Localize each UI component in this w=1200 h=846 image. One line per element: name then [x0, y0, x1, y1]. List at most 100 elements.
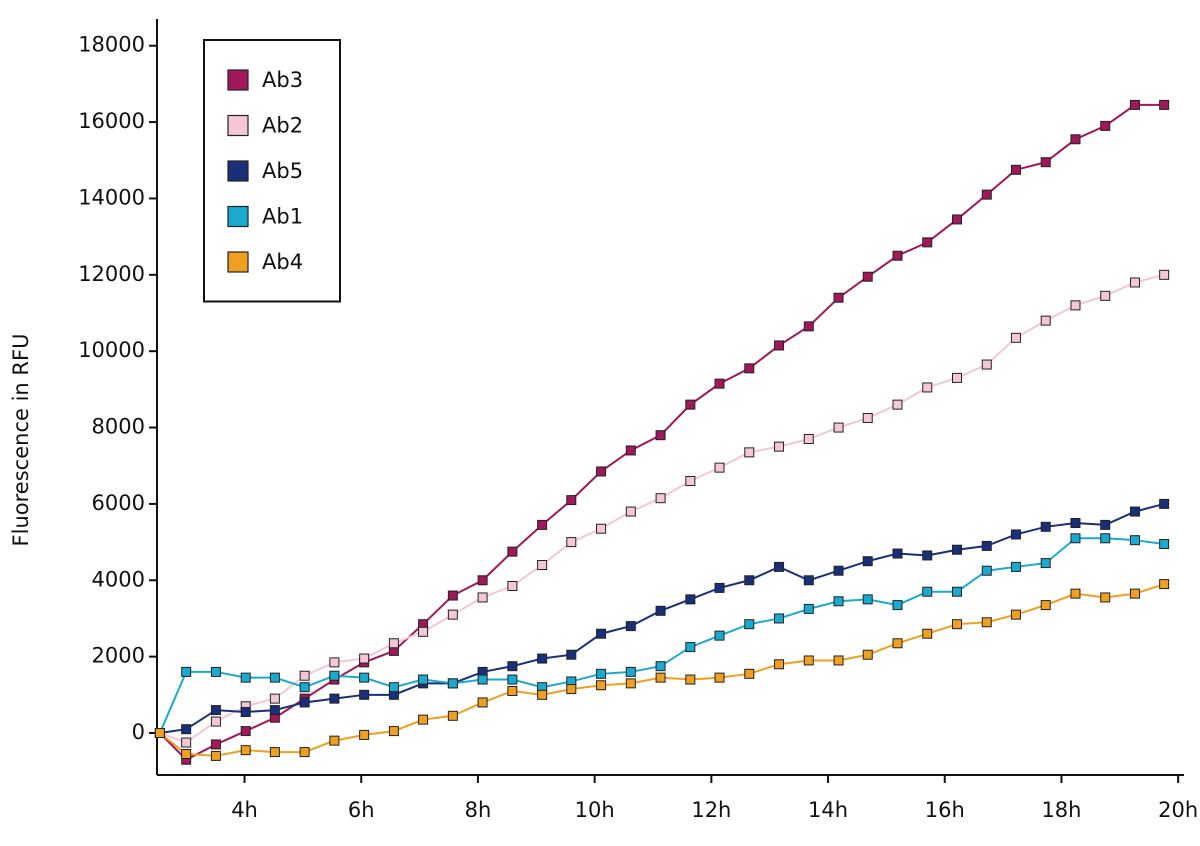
- x-tick-label: 4h: [231, 798, 258, 822]
- data-point: [240, 672, 251, 683]
- data-point: [181, 749, 192, 759]
- data-point: [625, 621, 636, 632]
- data-point: [774, 613, 785, 624]
- data-point: [537, 560, 548, 570]
- data-point: [685, 642, 696, 653]
- data-point: [240, 707, 251, 717]
- data-point: [210, 739, 221, 750]
- data-point: [774, 659, 785, 670]
- data-point: [892, 399, 903, 410]
- data-point: [833, 565, 844, 576]
- y-tick-label: 4000: [92, 567, 145, 591]
- legend-swatch: [227, 114, 249, 137]
- data-point: [862, 413, 873, 423]
- data-point: [329, 693, 340, 704]
- data-point: [655, 672, 666, 683]
- data-point: [922, 586, 933, 597]
- data-point: [447, 609, 458, 620]
- data-point: [181, 737, 192, 748]
- data-point: [299, 747, 310, 758]
- data-point: [803, 655, 814, 666]
- data-point: [1159, 99, 1170, 110]
- data-point: [744, 447, 755, 458]
- data-point: [862, 271, 873, 282]
- legend-swatch: [227, 69, 249, 91]
- data-point: [1040, 315, 1051, 326]
- y-tick-label: 12000: [78, 262, 145, 286]
- data-point: [299, 670, 310, 681]
- data-point: [447, 678, 458, 689]
- data-point: [1159, 539, 1170, 549]
- data-point: [537, 653, 548, 664]
- data-point: [1010, 529, 1021, 540]
- x-tick-label: 8h: [465, 798, 492, 822]
- y-tick-label: 10000: [78, 338, 145, 362]
- data-point: [210, 716, 221, 727]
- data-point: [744, 363, 755, 374]
- y-tick-label: 18000: [78, 33, 145, 57]
- data-point: [1010, 164, 1021, 175]
- data-point: [507, 581, 518, 591]
- data-point: [1070, 533, 1081, 544]
- data-point: [359, 729, 370, 740]
- data-point: [1159, 579, 1170, 590]
- data-point: [596, 628, 607, 639]
- data-point: [833, 596, 844, 607]
- data-point: [744, 575, 755, 586]
- data-point: [566, 684, 577, 695]
- data-point: [537, 519, 548, 530]
- data-point: [981, 359, 992, 370]
- data-point: [774, 340, 785, 351]
- data-point: [507, 686, 518, 696]
- x-tick-label: 14h: [808, 798, 848, 822]
- data-point: [447, 710, 458, 721]
- data-point: [537, 689, 548, 700]
- data-point: [833, 292, 844, 303]
- data-point: [803, 434, 814, 444]
- x-tick-label: 10h: [575, 798, 615, 822]
- data-point: [388, 682, 399, 693]
- data-point: [566, 537, 577, 548]
- data-point: [447, 590, 458, 601]
- data-point: [1070, 518, 1081, 528]
- data-point: [299, 697, 310, 708]
- data-point: [714, 462, 725, 473]
- data-point: [359, 653, 370, 664]
- data-point: [1100, 290, 1111, 301]
- data-point: [981, 189, 992, 200]
- data-point: [952, 619, 963, 630]
- data-point: [922, 382, 933, 393]
- data-point: [922, 628, 933, 639]
- data-point: [329, 735, 340, 746]
- data-point: [803, 603, 814, 614]
- data-point: [1040, 157, 1051, 168]
- x-tick-label: 18h: [1041, 798, 1081, 822]
- data-point: [269, 747, 280, 758]
- data-point: [714, 672, 725, 683]
- data-point: [714, 630, 725, 641]
- data-point: [154, 728, 165, 738]
- data-point: [1100, 592, 1111, 603]
- data-point: [566, 495, 577, 506]
- data-point: [240, 745, 251, 756]
- data-point: [833, 655, 844, 666]
- data-point: [922, 237, 933, 248]
- data-point: [418, 714, 429, 725]
- data-point: [359, 689, 370, 700]
- data-point: [596, 466, 607, 477]
- data-point: [596, 680, 607, 691]
- data-point: [685, 399, 696, 410]
- data-point: [892, 250, 903, 261]
- data-point: [596, 523, 607, 534]
- data-point: [892, 548, 903, 559]
- data-point: [862, 594, 873, 605]
- data-point: [862, 556, 873, 567]
- legend-label: Ab2: [262, 114, 303, 138]
- data-point: [625, 666, 636, 677]
- data-point: [892, 600, 903, 611]
- data-point: [1040, 600, 1051, 611]
- data-point: [418, 674, 429, 685]
- data-point: [833, 422, 844, 433]
- y-tick-label: 0: [132, 720, 145, 744]
- data-point: [477, 575, 488, 586]
